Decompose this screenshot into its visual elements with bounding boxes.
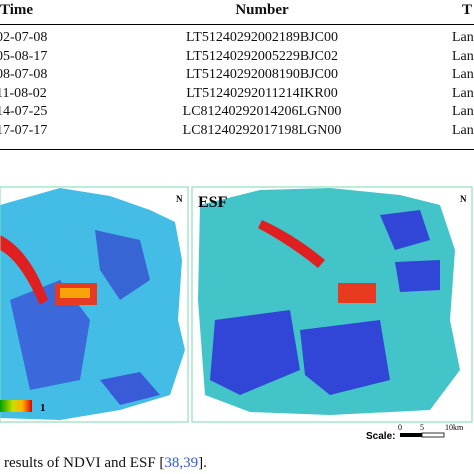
- map-area: [60, 288, 90, 298]
- map-area: [395, 260, 440, 292]
- caption-text: ].: [198, 455, 207, 471]
- map-frame: [0, 186, 189, 423]
- colorbar: [0, 400, 32, 412]
- map-area: [95, 230, 150, 300]
- table-cell: 14-07-25: [0, 104, 48, 119]
- scale-bar: [400, 433, 422, 437]
- header-cell: T: [462, 2, 473, 18]
- table-cell: 05-08-17: [0, 48, 48, 64]
- map-area: [258, 220, 325, 268]
- scale-tick: 10km: [445, 423, 464, 432]
- table-cell: Lan: [452, 30, 474, 45]
- table-cell: LT51240292005229BJC02: [186, 48, 338, 64]
- table-cell: LT51240292011214IKR00: [186, 85, 338, 101]
- table-cell: 17-07-17: [0, 122, 48, 138]
- table-cell: 08-07-08: [0, 67, 48, 82]
- map-area: [338, 283, 376, 303]
- map-area: [300, 320, 390, 395]
- map-area: [100, 372, 160, 405]
- scale-tick: 5: [420, 423, 424, 432]
- table-cell: 02-07-08: [0, 30, 48, 45]
- rule: [0, 24, 474, 25]
- table-cell: Lan: [452, 122, 474, 138]
- table-cell: 11-08-02: [0, 85, 47, 101]
- table-cell: LT51240292008190BJC00: [186, 67, 338, 82]
- map-area: [380, 210, 430, 250]
- table-cell: LC81240292017198LGN00: [182, 122, 342, 138]
- table-cell: LT51240292002189BJC00: [186, 30, 338, 45]
- caption: results of NDVI and ESF [38,39].: [4, 455, 207, 472]
- header-cell: Time: [0, 2, 34, 18]
- rule: [0, 149, 474, 150]
- table-cell: LC81240292014206LGN00: [182, 104, 342, 119]
- table-cell: Lan: [452, 104, 474, 119]
- caption-text: results of NDVI and ESF [: [4, 455, 165, 471]
- colorbar-label: 1: [40, 402, 46, 414]
- map-area: [10, 280, 90, 390]
- scale-bar: [421, 432, 445, 438]
- panel-label: ESF: [198, 194, 228, 211]
- map-frame: [191, 186, 473, 423]
- table-cell: Lan: [452, 67, 474, 82]
- map-area: [0, 235, 48, 305]
- scale-label: Scale:: [366, 431, 395, 442]
- scale-tick: 0: [398, 423, 402, 432]
- table-cell: Lan: [452, 85, 474, 101]
- north-arrow: N: [460, 194, 467, 204]
- header-cell: Number: [235, 2, 289, 18]
- north-arrow: N: [176, 194, 183, 204]
- map-area: [210, 310, 300, 395]
- citation[interactable]: 38,39: [164, 455, 199, 471]
- table-cell: Lan: [452, 48, 474, 64]
